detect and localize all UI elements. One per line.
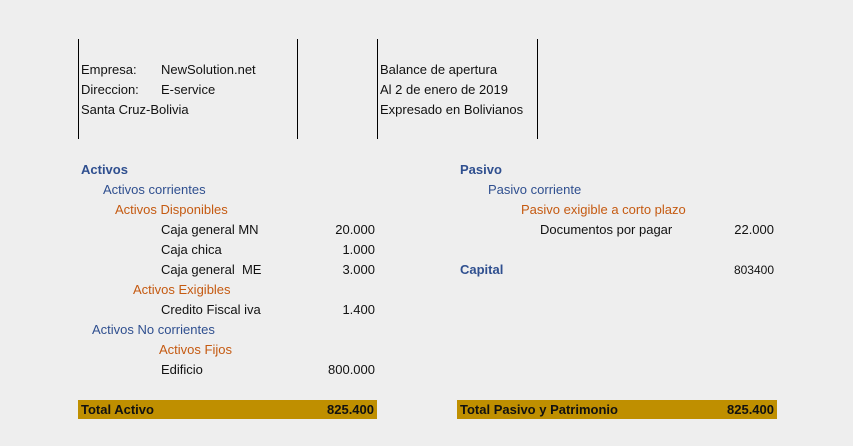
- city: Santa Cruz-Bolivia: [81, 102, 189, 117]
- total-assets-value: 825.400: [327, 402, 374, 417]
- asset-item-value: 1.400: [342, 302, 375, 317]
- asset-item-label: Caja general MN: [161, 222, 259, 237]
- asset-item-label: Caja general ME: [161, 262, 262, 277]
- report-title: Balance de apertura: [380, 62, 498, 77]
- asset-item-value: 20.000: [335, 222, 375, 237]
- current-liabilities-title: Pasivo corriente: [488, 182, 582, 197]
- total-assets-bar: Total Activo 825.400: [78, 400, 377, 419]
- asset-item-value: 1.000: [342, 242, 375, 257]
- short-term-liabilities-title: Pasivo exigible a corto plazo: [521, 202, 686, 217]
- address-value: E-service: [161, 82, 216, 97]
- company-label: Empresa:: [81, 62, 137, 77]
- total-liabilities-label: Total Pasivo y Patrimonio: [460, 402, 618, 417]
- header-divider-1: [78, 39, 79, 139]
- header-divider-2: [297, 39, 298, 139]
- report-date: Al 2 de enero de 2019: [380, 82, 508, 97]
- total-liabilities-value: 825.400: [727, 402, 774, 417]
- capital-label: Capital: [460, 262, 504, 277]
- total-liabilities-bar: Total Pasivo y Patrimonio 825.400: [457, 400, 777, 419]
- liabilities-title: Pasivo: [460, 162, 502, 177]
- liability-item-value: 22.000: [734, 222, 774, 237]
- available-assets-title: Activos Disponibles: [115, 202, 228, 217]
- current-assets-title: Activos corrientes: [103, 182, 206, 197]
- company-value: NewSolution.net: [161, 62, 256, 77]
- asset-item-label: Caja chica: [161, 242, 222, 257]
- assets-title: Activos: [81, 162, 128, 177]
- asset-item-value: 800.000: [328, 362, 375, 377]
- capital-value: 803400: [733, 263, 774, 277]
- header-divider-3: [377, 39, 378, 139]
- receivable-assets-title: Activos Exigibles: [133, 282, 231, 297]
- asset-item-label: Edificio: [161, 362, 203, 377]
- fixed-assets-title: Activos Fijos: [159, 342, 232, 357]
- report-currency: Expresado en Bolivianos: [380, 102, 524, 117]
- asset-item-label: Credito Fiscal iva: [161, 302, 261, 317]
- header-divider-4: [537, 39, 538, 139]
- total-assets-label: Total Activo: [81, 402, 154, 417]
- liability-item-label: Documentos por pagar: [540, 222, 673, 237]
- asset-item-value: 3.000: [342, 262, 375, 277]
- noncurrent-assets-title: Activos No corrientes: [92, 322, 215, 337]
- address-label: Direccion:: [81, 82, 139, 97]
